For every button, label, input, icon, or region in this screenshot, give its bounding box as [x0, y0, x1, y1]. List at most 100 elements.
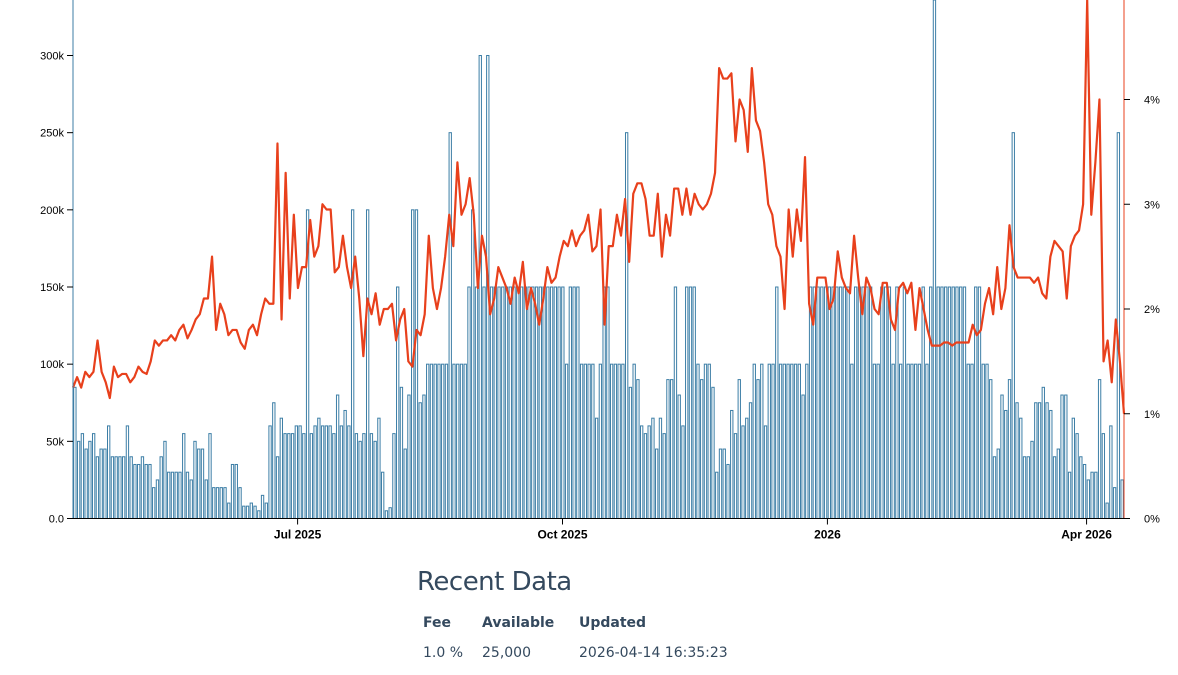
bar: [880, 286, 884, 519]
bar: [373, 440, 377, 519]
bar: [107, 425, 111, 519]
bar: [249, 502, 253, 520]
bar: [947, 286, 952, 519]
bar: [962, 286, 967, 519]
bar: [362, 433, 366, 519]
bar: [144, 463, 148, 520]
bar: [827, 286, 832, 519]
bar: [944, 286, 948, 519]
bar: [1105, 502, 1109, 520]
fee-header: Fee: [423, 615, 451, 631]
bar: [298, 425, 302, 519]
bar: [955, 286, 959, 519]
bar: [339, 425, 344, 519]
bar: [707, 363, 711, 520]
bar: [940, 286, 944, 519]
bar: [317, 417, 321, 519]
bar: [1120, 479, 1124, 520]
bar: [444, 363, 449, 520]
table-header-row: Fee Available Updated: [417, 609, 735, 637]
bar: [88, 440, 92, 519]
bar: [606, 286, 610, 519]
bar: [730, 409, 734, 519]
bar: [302, 433, 306, 519]
bar: [215, 487, 220, 520]
bar: [632, 363, 636, 520]
bar: [493, 286, 497, 519]
bar: [80, 433, 85, 519]
bar: [437, 363, 441, 520]
bar: [549, 286, 554, 519]
bar: [771, 363, 775, 520]
bar: [850, 363, 854, 520]
bar: [951, 286, 955, 519]
bar: [805, 363, 809, 520]
y-right-tick-label: 3%: [1144, 199, 1160, 211]
bar: [594, 417, 599, 519]
bar: [564, 363, 569, 520]
bar: [354, 433, 359, 519]
bar: [320, 425, 325, 519]
bar: [332, 433, 336, 519]
bar: [546, 286, 550, 519]
bar: [290, 433, 295, 519]
bar: [189, 479, 193, 520]
bar: [531, 286, 535, 519]
bar: [1007, 379, 1012, 519]
y-left-tick-label: 100k: [40, 359, 64, 371]
fee-value: 1.0 %: [423, 645, 464, 661]
x-tick-label: Jul 2025: [274, 528, 322, 542]
bar: [230, 463, 235, 520]
bar: [197, 448, 201, 519]
bar: [219, 487, 223, 520]
fee-availability-chart: 0.0 50k 100k 150k 200k 250k 300k 0% 1% 2% 3% 4% Jul …: [40, 0, 1160, 542]
bar: [1101, 433, 1106, 519]
bar: [396, 286, 400, 519]
bar: [970, 363, 974, 520]
bar: [613, 363, 618, 520]
bar: [1022, 456, 1027, 519]
bar: [335, 394, 340, 519]
bar: [1075, 433, 1079, 519]
bar: [579, 363, 584, 520]
bar: [1064, 394, 1068, 519]
fee-line: [71, 0, 1126, 414]
bar: [523, 286, 527, 519]
bar: [347, 425, 351, 519]
bar: [865, 286, 869, 519]
bar: [872, 363, 877, 520]
bar: [456, 363, 460, 520]
bar: [478, 55, 482, 519]
bar: [977, 286, 982, 519]
bar: [84, 448, 88, 519]
bar: [1037, 402, 1042, 519]
bar: [617, 363, 621, 520]
bar: [182, 433, 186, 519]
bar: [1000, 394, 1004, 519]
bar: [1082, 463, 1087, 520]
bar: [174, 471, 178, 520]
bar: [996, 448, 1000, 519]
bar: [591, 363, 595, 520]
bar: [685, 286, 689, 519]
bar: [883, 286, 888, 519]
bar: [621, 363, 625, 520]
bar: [906, 363, 910, 520]
updated-value: 2026-04-14 16:35:23: [579, 645, 728, 661]
bar: [463, 363, 467, 520]
bar: [835, 286, 839, 519]
bar: [572, 286, 576, 519]
bar: [647, 425, 651, 519]
bar: [471, 209, 475, 520]
bar: [741, 425, 745, 519]
bar: [272, 402, 276, 519]
bar: [711, 386, 715, 519]
bar: [820, 286, 824, 519]
bar: [279, 417, 283, 519]
bar: [381, 471, 385, 520]
bar: [422, 394, 426, 519]
bar: [756, 379, 760, 519]
bar: [662, 433, 666, 519]
bar: [1109, 425, 1113, 519]
bar: [508, 286, 512, 519]
